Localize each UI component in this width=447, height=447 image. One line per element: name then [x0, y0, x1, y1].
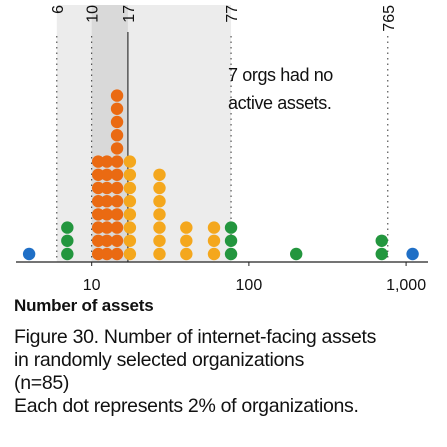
dot: [224, 221, 238, 234]
dot: [123, 208, 137, 221]
dot: [110, 89, 124, 102]
dot: [123, 181, 137, 195]
dot: [180, 221, 193, 234]
dot: [110, 155, 124, 168]
marker-label-6: 6: [50, 5, 67, 14]
dot: [123, 234, 137, 247]
dot: [123, 195, 137, 208]
dot: [91, 247, 105, 261]
dot: [207, 221, 221, 234]
dot: [153, 221, 166, 234]
dot: [22, 247, 36, 261]
annotation-line-2: active assets.: [228, 93, 331, 113]
dot: [123, 168, 137, 181]
dot: [153, 195, 166, 208]
dot: [61, 247, 74, 261]
dot: [123, 247, 137, 261]
dot: [100, 234, 114, 247]
dot: [207, 234, 221, 247]
dot: [110, 247, 124, 261]
x-tick-label-100: 100: [236, 277, 263, 294]
dot: [61, 234, 74, 247]
marker-label-77: 77: [224, 5, 241, 23]
dot: [61, 221, 74, 234]
dot: [110, 102, 124, 116]
dot: [110, 115, 124, 129]
dot: [91, 181, 105, 195]
dot: [290, 247, 303, 261]
dot: [100, 247, 114, 261]
x-axis: 10 100 1,000: [16, 261, 428, 294]
marker-label-10: 10: [85, 5, 102, 23]
caption-line-3: (n=85): [14, 372, 70, 394]
annotation: 7 orgs had no active assets.: [228, 65, 334, 113]
x-axis-title: Number of assets: [14, 296, 154, 315]
dot: [180, 234, 193, 247]
dot: [375, 247, 388, 261]
dot: [91, 168, 105, 181]
dot: [100, 181, 114, 195]
dot: [110, 221, 124, 234]
dot: [100, 155, 114, 168]
dot: [110, 129, 124, 142]
dot: [224, 234, 238, 247]
dot: [110, 234, 124, 247]
dot: [153, 234, 166, 247]
dot: [153, 208, 166, 221]
dot: [100, 208, 114, 221]
dot: [123, 155, 137, 168]
shaded-ranges: [56, 5, 232, 262]
annotation-line-1: 7 orgs had no: [228, 65, 333, 85]
dot: [153, 181, 166, 195]
dot: [406, 247, 419, 261]
dot: [91, 221, 105, 234]
dot: [224, 247, 238, 261]
figure-caption: Figure 30. Number of internet-facing ass…: [14, 326, 447, 418]
dot: [375, 234, 388, 247]
dot: [110, 195, 124, 208]
dot: [153, 168, 166, 181]
dot: [91, 195, 105, 208]
dot: [110, 181, 124, 195]
dot: [91, 208, 105, 221]
marker-label-17: 17: [121, 5, 138, 23]
dot: [110, 142, 124, 155]
dot: [91, 155, 105, 168]
dot: [100, 221, 114, 234]
x-tick-label-10: 10: [83, 277, 101, 294]
dot: [180, 247, 193, 261]
dot: [100, 168, 114, 181]
dots: [22, 89, 419, 261]
dot: [100, 195, 114, 208]
dot: [153, 247, 166, 261]
dot-chart: 6 10 17 77 765 7 orgs had no active assets. 1…: [16, 5, 428, 294]
dot: [123, 221, 137, 234]
dot: [207, 247, 221, 261]
caption-line-1: Figure 30. Number of internet-facing ass…: [14, 326, 377, 348]
dot: [91, 234, 105, 247]
dot: [110, 168, 124, 181]
shaded-range-1: [56, 5, 232, 262]
dot: [110, 208, 124, 221]
marker-label-765: 765: [381, 5, 398, 32]
caption-line-4: Each dot represents 2% of organizations.: [14, 395, 359, 417]
x-tick-label-1000: 1,000: [386, 277, 426, 294]
caption-line-2: in randomly selected organizations: [14, 349, 305, 371]
